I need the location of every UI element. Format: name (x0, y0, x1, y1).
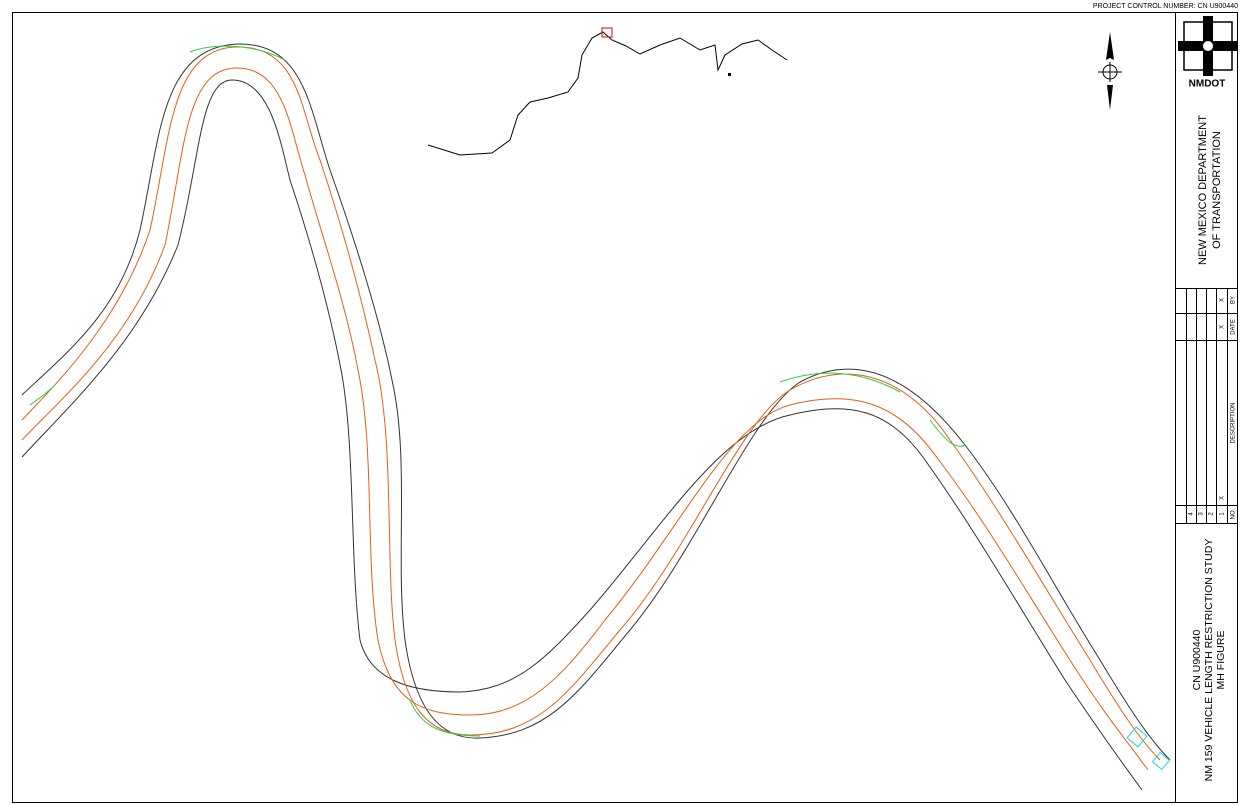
revision-header: NO. (1231, 508, 1237, 519)
project-number: CN U900440 (1191, 629, 1203, 690)
revision-by: X (1220, 298, 1226, 302)
agency-name: OF TRANSPORTATION (1211, 131, 1223, 249)
road-outer-edge (21, 43, 1171, 761)
revision-header: DATE (1231, 319, 1237, 335)
revision-number: 3 (1199, 512, 1205, 516)
revision-header: DESCRIPTION (1231, 402, 1237, 443)
lane-line (21, 67, 1149, 771)
marker (1126, 726, 1148, 748)
road (21, 43, 1171, 791)
revision-number: 2 (1209, 512, 1215, 516)
locator-map (427, 31, 788, 156)
project-control-number: PROJECT CONTROL NUMBER: CN U900440 (1093, 3, 1238, 10)
figure-title: MH FIGURE (1215, 631, 1227, 690)
logo-text: NMDOT (1189, 79, 1226, 90)
marker (1151, 751, 1171, 771)
revision-date: X (1220, 325, 1226, 329)
revision-header: BY (1231, 296, 1237, 304)
agency-name: NEW MEXICO DEPARTMENT (1197, 115, 1209, 265)
edge-marking (29, 45, 966, 737)
revision-table (1175, 288, 1238, 524)
revision-description: X (1220, 496, 1226, 500)
sheet-border (12, 12, 1238, 803)
nmdot-logo (1178, 16, 1238, 76)
map-dot (728, 73, 731, 76)
project-title: NM 159 VEHICLE LENGTH RESTRICTION STUDY (1203, 539, 1215, 782)
north-arrow (1098, 32, 1122, 110)
revision-number: 4 (1189, 512, 1195, 516)
revision-number: 1 (1220, 512, 1226, 516)
location-marker (601, 27, 613, 38)
road-inner-edge (21, 79, 1143, 791)
